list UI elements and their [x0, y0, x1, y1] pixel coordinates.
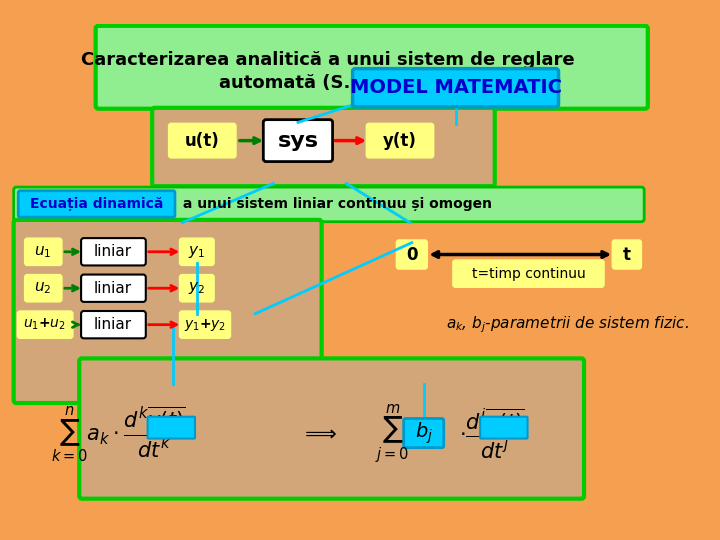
Text: $\Longrightarrow$: $\Longrightarrow$ [300, 424, 338, 444]
FancyBboxPatch shape [366, 123, 433, 158]
Text: $u_2$: $u_2$ [34, 280, 52, 296]
Text: 0: 0 [406, 246, 418, 264]
Text: $\sum_{k=0}^{n} a_k \cdot \dfrac{d^k \overline{y(t)}}{dt^k}$: $\sum_{k=0}^{n} a_k \cdot \dfrac{d^k \ov… [51, 404, 186, 464]
FancyBboxPatch shape [396, 240, 428, 269]
FancyBboxPatch shape [152, 108, 495, 186]
FancyBboxPatch shape [148, 417, 195, 438]
FancyBboxPatch shape [96, 26, 648, 109]
FancyBboxPatch shape [14, 220, 322, 403]
Text: $y_1$: $y_1$ [188, 244, 205, 260]
FancyBboxPatch shape [168, 123, 236, 158]
Text: $b_j$: $b_j$ [415, 420, 433, 446]
FancyBboxPatch shape [18, 191, 175, 217]
Text: t=timp continuu: t=timp continuu [472, 267, 585, 281]
FancyBboxPatch shape [264, 120, 333, 161]
Text: liniar: liniar [94, 317, 132, 332]
Text: $u_1$+$u_2$: $u_1$+$u_2$ [23, 317, 66, 332]
FancyBboxPatch shape [81, 274, 145, 302]
FancyBboxPatch shape [353, 69, 559, 107]
Text: automată (S.R.A)-: automată (S.R.A)- [219, 74, 407, 92]
FancyBboxPatch shape [81, 311, 145, 339]
FancyBboxPatch shape [14, 187, 644, 222]
Text: MODEL MATEMATIC: MODEL MATEMATIC [350, 78, 562, 97]
Text: a unui sistem liniar continuu și omogen: a unui sistem liniar continuu și omogen [178, 198, 492, 211]
Text: $y_1$+$y_2$: $y_1$+$y_2$ [184, 316, 226, 333]
FancyBboxPatch shape [17, 311, 73, 339]
Text: t: t [623, 246, 631, 264]
FancyBboxPatch shape [453, 260, 604, 287]
FancyBboxPatch shape [179, 274, 214, 302]
Text: $\sum_{j=0}^{m}$: $\sum_{j=0}^{m}$ [375, 403, 409, 465]
Text: $u_1$: $u_1$ [34, 244, 52, 260]
FancyBboxPatch shape [81, 238, 145, 266]
FancyBboxPatch shape [612, 240, 642, 269]
FancyBboxPatch shape [24, 238, 62, 266]
Text: Ecuația dinamică: Ecuația dinamică [30, 198, 163, 211]
Text: $y_2$: $y_2$ [188, 280, 205, 296]
Text: $a_k$, $b_j$-parametrii de sistem fizic.: $a_k$, $b_j$-parametrii de sistem fizic. [446, 314, 689, 335]
FancyBboxPatch shape [404, 418, 444, 448]
Text: y(t): y(t) [383, 132, 417, 150]
Text: Caracterizarea analitică a unui sistem de reglare: Caracterizarea analitică a unui sistem d… [81, 51, 575, 69]
FancyBboxPatch shape [179, 238, 214, 266]
Text: u(t): u(t) [185, 132, 220, 150]
Text: $\cdot \dfrac{d^j \overline{u(t)}}{dt^j}$: $\cdot \dfrac{d^j \overline{u(t)}}{dt^j}… [459, 407, 525, 461]
FancyBboxPatch shape [24, 274, 62, 302]
Text: liniar: liniar [94, 281, 132, 296]
Text: sys: sys [277, 131, 318, 151]
FancyBboxPatch shape [480, 417, 528, 438]
FancyBboxPatch shape [179, 311, 230, 339]
FancyBboxPatch shape [79, 359, 584, 499]
Text: liniar: liniar [94, 244, 132, 259]
